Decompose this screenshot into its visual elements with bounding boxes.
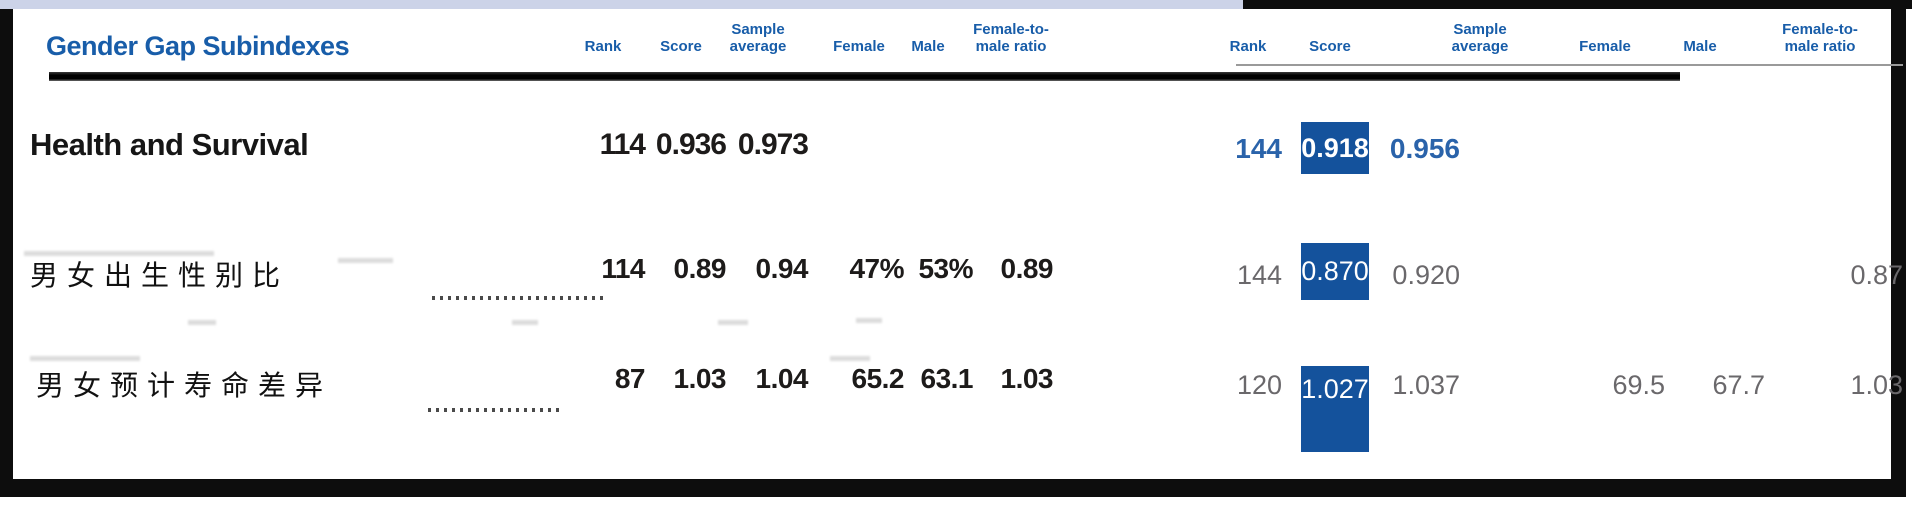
col-header-left-female-to-male-ratio: Female-to-male ratio [973, 21, 1049, 56]
cell-right-rank: 144 [1235, 133, 1282, 164]
cell-left-rank: 114 [601, 253, 645, 284]
col-header-right-male: Male [1683, 38, 1717, 56]
cell-right-sample-average: 0.920 [1392, 260, 1460, 290]
top-strip-right [1243, 0, 1912, 9]
cell-left-male: 53% [918, 253, 973, 284]
table-title: Gender Gap Subindexes [46, 31, 350, 61]
cell-right-female: 69.5 [1612, 370, 1665, 400]
score-highlight-box: 0.918 [1301, 122, 1369, 174]
cell-right-rank: 144 [1236, 260, 1282, 290]
cell-left-female: 47% [849, 253, 904, 284]
frame-border-left [0, 9, 13, 497]
cell-right-score: 0.918 [1301, 132, 1369, 163]
col-header-right-rank: Rank [1229, 38, 1267, 56]
col-header-left-sample-average: Sample average [729, 21, 787, 56]
frame-border-right [1891, 9, 1906, 497]
cell-left-rank: 87 [614, 363, 646, 394]
erasure-artifact [512, 320, 538, 325]
cell-right-sample-average: 1.037 [1392, 370, 1460, 400]
dotted-leader [432, 296, 604, 300]
cell-left-rank: 114 [599, 128, 646, 161]
erasure-artifact [830, 356, 870, 361]
col-header-left-score: Score [660, 38, 702, 56]
cell-left-sample-average: 0.94 [755, 253, 809, 284]
cell-left-female: 65.2 [851, 363, 905, 394]
cell-left-score: 0.89 [673, 253, 727, 284]
score-highlight-box: 0.870 [1301, 243, 1369, 300]
cell-left-ratio: 0.89 [1000, 253, 1054, 284]
cell-right-ratio: 1.03 [1850, 370, 1903, 400]
erasure-artifact [188, 320, 216, 325]
erasure-artifact [30, 356, 140, 361]
cell-right-rank: 120 [1236, 370, 1282, 400]
row-label-life-expectancy-gap: 男女预计寿命差异 [36, 371, 333, 402]
col-header-right-sample-average: Sample average [1451, 21, 1509, 56]
col-header-right-female: Female [1579, 38, 1631, 56]
col-header-left-male: Male [911, 38, 945, 56]
col-header-right-female-to-male-ratio: Female-to-male ratio [1782, 21, 1858, 56]
col-header-right-score: Score [1309, 38, 1351, 56]
cell-left-male: 63.1 [920, 363, 974, 394]
cell-left-ratio: 1.03 [1000, 363, 1054, 394]
erasure-artifact [718, 320, 748, 325]
cell-left-sample-average: 0.973 [737, 128, 809, 161]
cell-right-ratio: 0.87 [1850, 260, 1903, 290]
header-rule-thin-right [1236, 64, 1903, 66]
col-header-left-rank: Rank [584, 38, 622, 56]
cell-right-score: 1.027 [1301, 374, 1369, 404]
cell-left-score: 0.936 [655, 128, 727, 161]
header-rule-thick [49, 72, 1680, 81]
cell-left-sample-average: 1.04 [755, 363, 809, 394]
cell-left-score: 1.03 [673, 363, 727, 394]
frame-border-bottom [0, 479, 1906, 497]
cell-right-score: 0.870 [1301, 256, 1369, 286]
cell-right-male: 67.7 [1712, 370, 1765, 400]
row-label-health-and-survival: Health and Survival [30, 127, 309, 162]
score-highlight-box: 1.027 [1301, 366, 1369, 452]
row-label-sex-ratio-at-birth: 男女出生性别比 [30, 261, 290, 292]
erasure-artifact [338, 258, 393, 263]
top-strip-left [0, 0, 1243, 9]
cell-right-sample-average: 0.956 [1389, 133, 1460, 164]
erasure-artifact [856, 318, 882, 323]
dotted-leader [428, 408, 564, 412]
col-header-left-female: Female [833, 38, 885, 56]
erasure-artifact [24, 251, 214, 256]
